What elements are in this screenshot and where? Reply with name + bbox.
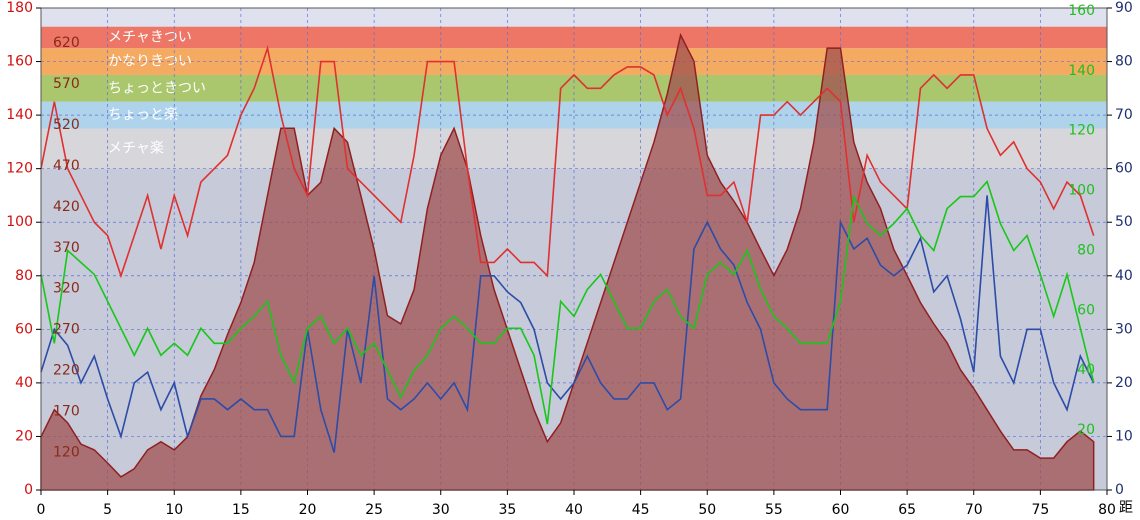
y3-tick-label: 620 [53, 35, 80, 51]
y2-tick-label: 80 [1115, 54, 1133, 70]
y-tick-label: 120 [6, 161, 33, 177]
elevation-area [40, 32, 1095, 491]
y4-tick-label: 160 [1068, 3, 1095, 19]
x-tick-label: 25 [365, 502, 383, 518]
y-tick-label: 80 [15, 268, 33, 284]
x-tick-label: 20 [299, 502, 317, 518]
x-tick-label: 80 [1098, 502, 1116, 518]
x-tick-label: 35 [498, 502, 516, 518]
y-tick-label: 180 [6, 0, 33, 16]
x-tick-label: 50 [698, 502, 716, 518]
y-tick-label: 100 [6, 214, 33, 230]
x-tick-label: 40 [565, 502, 583, 518]
x-axis-label: 距 [1119, 500, 1133, 516]
y2-tick-label: 90 [1115, 0, 1133, 16]
y4-tick-label: 60 [1077, 302, 1095, 318]
y3-tick-label: 320 [53, 281, 80, 297]
y4-tick-label: 40 [1077, 362, 1095, 378]
zone-label: メチャ楽 [108, 141, 164, 157]
series-line [40, 180, 1095, 425]
x-tick-label: 55 [765, 502, 783, 518]
x-tick-label: 30 [432, 502, 450, 518]
y2-tick-label: 0 [1115, 482, 1124, 498]
y-tick-label: 0 [24, 482, 33, 498]
y3-tick-label: 520 [53, 117, 80, 133]
y4-tick-label: 100 [1068, 183, 1095, 199]
y2-tick-label: 60 [1115, 161, 1133, 177]
y4-tick-label: 80 [1077, 242, 1095, 258]
y2-tick-label: 30 [1115, 321, 1133, 337]
y-tick-label: 140 [6, 107, 33, 123]
y-tick-label: 20 [15, 428, 33, 444]
y4-tick-label: 20 [1077, 422, 1095, 438]
x-tick-label: 10 [165, 502, 183, 518]
x-tick-label: 0 [37, 502, 46, 518]
y3-tick-label: 220 [53, 363, 80, 379]
series-line [40, 195, 1095, 453]
y3-tick-label: 170 [53, 403, 80, 419]
y3-tick-label: 120 [53, 444, 80, 460]
y3-tick-label: 370 [53, 240, 80, 256]
y2-tick-label: 20 [1115, 375, 1133, 391]
y2-tick-label: 10 [1115, 428, 1133, 444]
y3-tick-label: 570 [53, 76, 80, 92]
y-tick-label: 40 [15, 375, 33, 391]
zone-label: ちょっときつい [108, 80, 206, 96]
y2-tick-label: 70 [1115, 107, 1133, 123]
y4-tick-label: 140 [1068, 63, 1095, 79]
x-tick-label: 75 [1031, 502, 1049, 518]
y3-tick-label: 270 [53, 322, 80, 338]
y4-tick-label: 120 [1068, 123, 1095, 139]
x-tick-label: 15 [232, 502, 250, 518]
y-tick-label: 60 [15, 321, 33, 337]
y2-tick-label: 50 [1115, 214, 1133, 230]
y2-tick-label: 40 [1115, 268, 1133, 284]
x-tick-label: 5 [103, 502, 112, 518]
series-line [40, 45, 1095, 279]
y-tick-label: 160 [6, 54, 33, 70]
x-tick-label: 60 [832, 502, 850, 518]
y3-tick-label: 470 [53, 158, 80, 174]
zone-label: メチャきつい [108, 29, 192, 45]
x-tick-label: 70 [965, 502, 983, 518]
x-tick-label: 65 [898, 502, 916, 518]
y3-tick-label: 420 [53, 199, 80, 215]
x-tick-label: 45 [632, 502, 650, 518]
